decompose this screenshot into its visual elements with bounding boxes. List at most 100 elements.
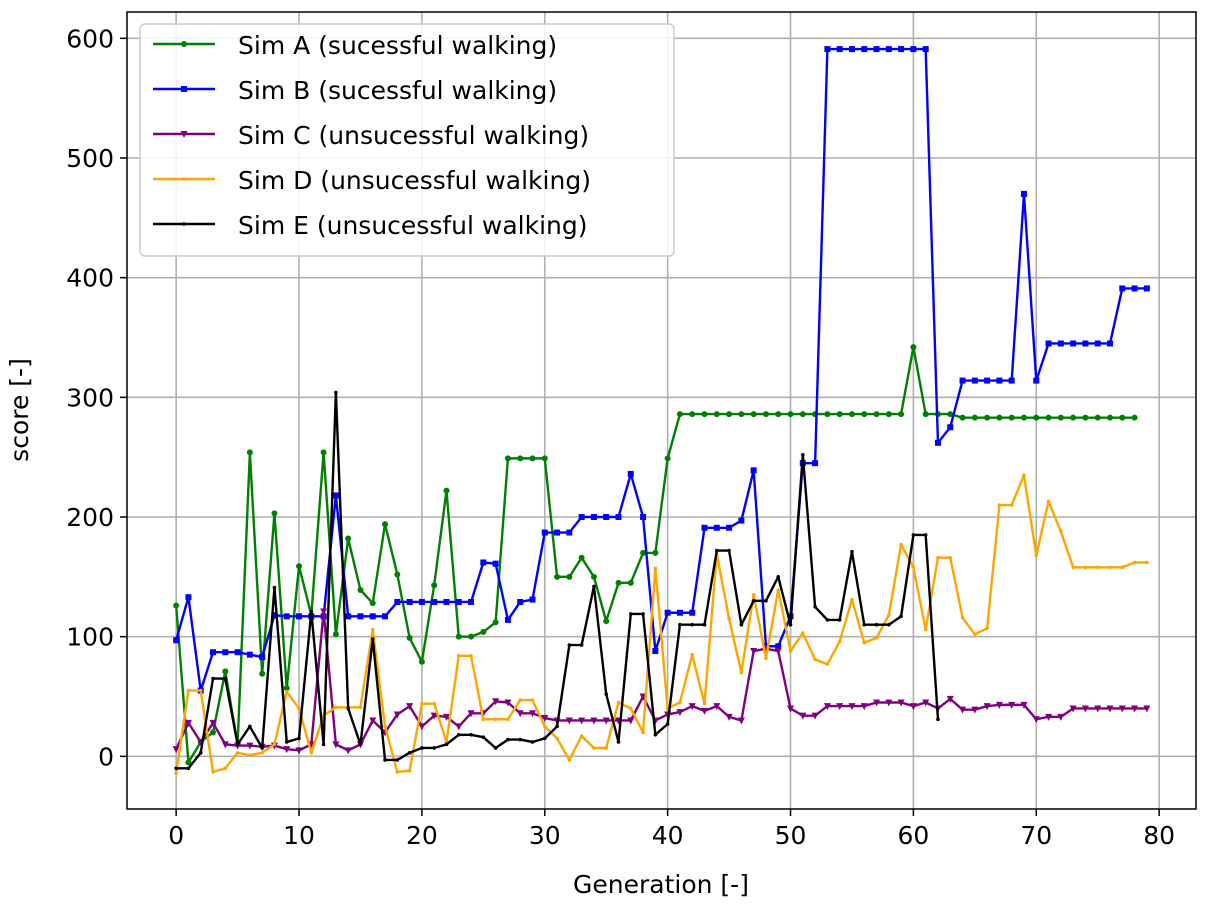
data-point (764, 656, 768, 661)
data-point (246, 651, 253, 658)
data-point (676, 709, 684, 717)
data-point (862, 622, 867, 627)
data-point (1057, 414, 1064, 421)
data-point (922, 411, 929, 418)
data-point (517, 598, 524, 605)
series-a (173, 344, 1138, 766)
data-point (971, 414, 978, 421)
data-point (885, 699, 893, 707)
data-point (1083, 565, 1088, 570)
data-point (469, 733, 473, 737)
data-point (1020, 701, 1028, 709)
data-point (702, 622, 707, 627)
data-point (801, 631, 805, 635)
data-point (604, 692, 609, 696)
y-axis-label: score [-] (5, 358, 34, 462)
data-point (296, 613, 303, 620)
data-point (394, 598, 401, 605)
series-line (174, 473, 1147, 774)
data-point (774, 648, 782, 656)
data-point (211, 770, 215, 774)
data-point (665, 722, 670, 726)
data-point (628, 706, 633, 711)
data-point (1106, 414, 1113, 421)
data-point (1045, 414, 1052, 421)
data-point (848, 703, 856, 711)
data-point (910, 344, 917, 351)
data-point (542, 736, 547, 741)
data-point (985, 626, 989, 631)
data-point (1131, 705, 1139, 713)
data-point (823, 703, 831, 711)
x-tick-label: 20 (406, 821, 438, 850)
data-point (565, 717, 573, 725)
data-point (1008, 414, 1015, 421)
data-point (579, 643, 584, 647)
data-point (431, 582, 438, 589)
data-point (541, 715, 549, 723)
data-point (836, 703, 844, 711)
data-point (909, 703, 917, 711)
data-point (1081, 705, 1089, 713)
data-point (492, 560, 499, 567)
data-point (627, 717, 635, 725)
data-point (688, 703, 696, 711)
data-point (848, 46, 855, 53)
data-point (296, 563, 303, 570)
data-point (344, 747, 352, 755)
data-point (897, 699, 905, 707)
data-point (334, 390, 338, 395)
data-point (504, 455, 511, 462)
data-point (948, 555, 953, 560)
data-point (1143, 705, 1151, 713)
data-point (604, 746, 609, 750)
data-point (911, 533, 916, 537)
data-point (1082, 414, 1089, 421)
data-point (959, 706, 967, 714)
data-point (640, 549, 647, 556)
data-point (345, 535, 352, 542)
data-point (432, 746, 436, 750)
data-point (431, 598, 438, 605)
data-point (443, 487, 450, 494)
data-point (1033, 377, 1040, 384)
data-point (775, 411, 782, 418)
data-point (504, 699, 512, 707)
axis-ticks: 0 10 20 30 40 50 60 70 80 0 100 200 300 400 500 600 (66, 24, 1175, 850)
x-tick-label: 40 (652, 821, 684, 850)
legend: Sim A (sucessful walking) Sim B (sucessfu… (139, 23, 675, 257)
data-point (689, 411, 696, 418)
series-layer (172, 46, 1151, 775)
data-point (578, 514, 585, 521)
data-point (332, 741, 340, 749)
data-point (726, 524, 733, 531)
data-point (641, 612, 645, 616)
data-point (848, 411, 855, 418)
data-point (887, 622, 891, 627)
data-point (1032, 716, 1040, 724)
data-point (554, 573, 561, 580)
data-point (382, 521, 389, 528)
legend-item: Sim E (unsucessful walking) (153, 211, 588, 240)
data-point (899, 614, 903, 619)
data-point (518, 698, 522, 702)
data-point (248, 724, 252, 729)
data-point (592, 746, 596, 750)
data-point (898, 46, 905, 53)
y-tick-label: 300 (66, 383, 114, 412)
data-point (420, 746, 424, 750)
data-point (1046, 499, 1051, 504)
data-point (898, 411, 905, 418)
data-point (641, 730, 645, 735)
data-point (764, 598, 768, 603)
data-point (222, 668, 229, 675)
data-point (383, 724, 387, 729)
data-point (456, 733, 461, 737)
data-point (272, 585, 277, 590)
data-point (590, 573, 597, 580)
legend-label: Sim A (sucessful walking) (238, 31, 557, 60)
data-point (850, 549, 854, 554)
data-point (1057, 340, 1064, 347)
data-point (578, 554, 585, 561)
